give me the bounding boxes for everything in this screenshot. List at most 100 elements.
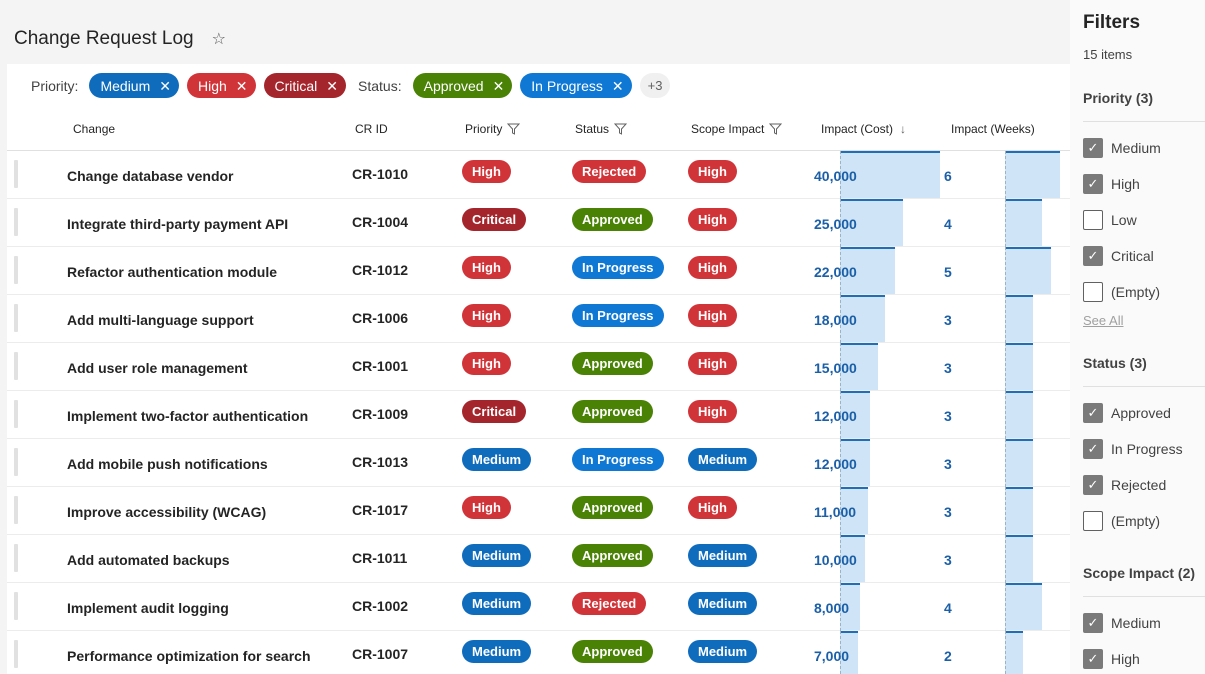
column-header-crid[interactable]: CR ID [355,122,388,136]
remove-chip-icon[interactable]: ✕ [159,77,171,94]
cost-bar-axis [840,583,841,631]
filter-option[interactable]: ✓ Medium [1083,613,1161,633]
remove-chip-icon[interactable]: ✕ [235,77,248,94]
priority-badge: Medium [462,592,532,615]
row-select-handle[interactable] [14,208,18,236]
priority-badge: High [462,352,511,375]
column-header-priority[interactable]: Priority [465,122,521,136]
table-row[interactable]: Add multi-language support CR-1006 High In … [7,295,1070,343]
checkbox[interactable] [1083,210,1103,230]
filter-option[interactable]: ✓ High [1083,649,1140,669]
column-header-change[interactable]: Change [73,122,115,136]
remove-chip-icon[interactable]: ✕ [492,77,505,94]
scope-impact-badge: High [688,160,737,183]
filter-option[interactable]: ✓ Rejected [1083,475,1166,495]
change-title: Change database vendor [67,168,234,184]
row-select-handle[interactable] [14,352,18,380]
weeks-value: 5 [944,264,952,280]
filter-icon[interactable] [507,123,521,135]
table-row[interactable]: Add user role management CR-1001 High Appro… [7,343,1070,391]
column-header-weeks[interactable]: Impact (Weeks) [951,122,1035,136]
filter-option[interactable]: ✓ High [1083,174,1140,194]
column-label: Change [73,122,116,136]
priority-filter-chip[interactable]: Critical ✕ [263,73,347,98]
table-row[interactable]: Integrate third-party payment API CR-1004… [7,199,1070,247]
checkbox[interactable]: ✓ [1083,439,1103,459]
column-header-status[interactable]: Status [575,122,628,136]
cost-value: 8,000 [814,600,850,616]
table-row[interactable]: Add automated backups CR-1011 Medium Approv… [7,535,1070,583]
table-row[interactable]: Change database vendor CR-1010 High Rejecte… [7,151,1070,199]
row-select-handle[interactable] [14,592,18,620]
table-row[interactable]: Add mobile push notifications CR-1013 Medi… [7,439,1070,487]
priority-badge: High [462,256,511,279]
filter-icon[interactable] [769,123,783,135]
scope-impact-badge: High [688,304,737,327]
status-filter-chip[interactable]: In Progress ✕ [520,73,632,98]
cost-bar-axis [840,535,841,583]
weeks-data-bar [1005,343,1033,390]
table-row[interactable]: Refactor authentication module CR-1012 Hig… [7,247,1070,295]
see-all-link[interactable]: See All [1083,313,1124,328]
priority-filter-chip[interactable]: Medium ✕ [89,73,179,98]
filter-group-divider [1083,121,1205,122]
filters-title: Filters [1083,12,1141,33]
weeks-bar-axis [1005,343,1006,391]
row-select-handle[interactable] [14,400,18,428]
cost-data-bar [840,295,885,342]
priority-filter-chip[interactable]: High ✕ [186,73,256,98]
cost-bar-axis [840,199,841,247]
status-filter-chip[interactable]: Approved ✕ [412,73,513,98]
row-select-handle[interactable] [14,256,18,284]
filter-option[interactable]: (Empty) [1083,511,1160,531]
favorite-star-icon[interactable]: ☆ [211,31,226,48]
row-select-handle[interactable] [14,160,18,188]
table-row[interactable]: Improve accessibility (WCAG) CR-1017 High A… [7,487,1070,535]
checkbox[interactable] [1083,282,1103,302]
more-filters-chip[interactable]: +3 [639,73,671,98]
cost-data-bar [840,151,940,198]
filter-group-title[interactable]: Scope Impact (2) [1083,565,1196,581]
cost-bar-axis [840,487,841,535]
row-select-handle[interactable] [14,544,18,572]
change-title: Add user role management [67,360,248,376]
table-row[interactable]: Implement audit logging CR-1002 Medium Reje… [7,583,1070,631]
row-select-handle[interactable] [14,640,18,668]
filter-group-title[interactable]: Status (3) [1083,355,1147,371]
checkbox[interactable]: ✓ [1083,138,1103,158]
row-select-handle[interactable] [14,448,18,476]
column-label: Impact (Weeks) [951,122,1035,136]
filter-option[interactable]: ✓ Approved [1083,403,1171,423]
checkbox[interactable]: ✓ [1083,403,1103,423]
filters-item-count: 15 items [1083,47,1133,62]
row-select-handle[interactable] [14,304,18,332]
page-title: Change Request Log [14,28,194,49]
checkbox[interactable]: ✓ [1083,475,1103,495]
filter-option[interactable]: ✓ Critical [1083,246,1154,266]
remove-chip-icon[interactable]: ✕ [611,77,624,94]
remove-chip-icon[interactable]: ✕ [326,77,339,94]
filter-option-label: Approved [1111,405,1171,421]
status-badge: Approved [572,400,653,423]
checkbox[interactable]: ✓ [1083,174,1103,194]
column-header-cost[interactable]: Impact (Cost) ↓ [821,122,906,136]
filter-option[interactable]: Low [1083,210,1137,230]
weeks-bar-axis [1005,391,1006,439]
checkbox[interactable]: ✓ [1083,613,1103,633]
filter-option[interactable]: ✓ Medium [1083,138,1161,158]
filter-group-title[interactable]: Priority (3) [1083,90,1154,106]
row-select-handle[interactable] [14,496,18,524]
weeks-data-bar [1005,247,1051,294]
column-header-scope[interactable]: Scope Impact [691,122,783,136]
table-row[interactable]: Performance optimization for search CR-10… [7,631,1070,674]
checkbox[interactable] [1083,511,1103,531]
checkbox[interactable]: ✓ [1083,246,1103,266]
priority-chip-label: Priority: [31,77,79,94]
filter-icon[interactable] [614,123,628,135]
checkbox[interactable]: ✓ [1083,649,1103,669]
weeks-data-bar [1005,487,1033,534]
filter-option[interactable]: ✓ In Progress [1083,439,1183,459]
column-label: Impact (Cost) [821,122,894,136]
table-row[interactable]: Implement two-factor authentication CR-10… [7,391,1070,439]
filter-option[interactable]: (Empty) [1083,282,1160,302]
